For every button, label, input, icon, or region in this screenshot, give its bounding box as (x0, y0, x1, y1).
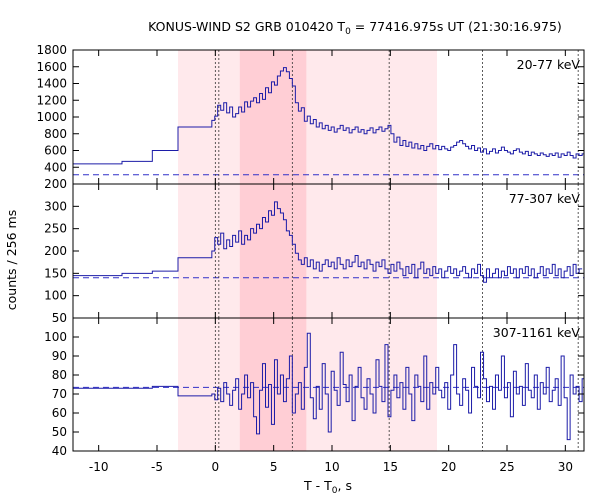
y-tick-label: 90 (52, 349, 67, 363)
y-axis-label: counts / 256 ms (4, 210, 19, 310)
x-tick-label: 15 (383, 460, 398, 474)
y-tick-label: 50 (52, 425, 67, 439)
x-tick-label: 30 (558, 460, 573, 474)
y-tick-label: 40 (52, 444, 67, 458)
panel-frame (72, 317, 585, 452)
y-tick-label: 100 (44, 330, 67, 344)
shaded-region-1 (178, 184, 437, 318)
x-axis-label: T - T0, s (303, 478, 352, 496)
energy-band-label: 20-77 keV (517, 57, 581, 72)
x-tick-label: 20 (441, 460, 456, 474)
y-tick-label: 70 (52, 387, 67, 401)
y-tick-label: 200 (44, 244, 67, 258)
shaded-region-2 (239, 184, 307, 318)
shaded-region-2 (239, 50, 307, 184)
y-tick-label: 600 (44, 144, 67, 158)
chart-title-rest: = 77416.975s UT (21:30:16.975) (351, 19, 562, 34)
x-tick-label: 5 (270, 460, 278, 474)
y-tick-label: 80 (52, 368, 67, 382)
x-tick-label: 25 (499, 460, 514, 474)
light-curve-series-3 (73, 332, 584, 441)
x-tick-label: 0 (212, 460, 220, 474)
panel-1: 200 400 600 800 1000 1200 1400 1600 1800 20-77 ke… (36, 43, 585, 191)
panel-2: 50 100 150 200 250 300 77-307 keV (44, 183, 585, 325)
y-tick-label: 1800 (36, 43, 67, 57)
energy-band-label: 307-1161 keV (493, 325, 581, 340)
x-tick-label: -5 (151, 460, 163, 474)
y-tick-label: 800 (44, 127, 67, 141)
y-tick-label: 400 (44, 160, 67, 174)
chart-title-main: KONUS-WIND S2 GRB 010420 T (148, 19, 345, 34)
y-tick-label: 60 (52, 406, 67, 420)
y-tick-label: 1000 (36, 110, 67, 124)
y-tick-label: 300 (44, 199, 67, 213)
y-tick-label: 50 (52, 311, 67, 325)
energy-band-label: 77-307 keV (509, 191, 581, 206)
y-tick-label: 100 (44, 289, 67, 303)
panel-3: 40 50 60 70 80 90 100 307-1161 keV (44, 317, 585, 458)
shaded-region-2 (239, 318, 307, 451)
y-tick-label: 1200 (36, 93, 67, 107)
x-axis-label-subscript: 0 (332, 486, 338, 496)
y-tick-label: 250 (44, 222, 67, 236)
x-axis-label-rest: , s (338, 478, 352, 493)
y-tick-label: 1400 (36, 77, 67, 91)
x-tick-label: -10 (89, 460, 109, 474)
light-curve-series-1 (73, 67, 584, 165)
chart-title: KONUS-WIND S2 GRB 010420 T0 = 77416.975s… (148, 19, 562, 37)
chart-title-subscript: 0 (345, 27, 351, 37)
y-tick-label: 200 (44, 177, 67, 191)
light-curve-series-2 (73, 201, 583, 283)
y-tick-label: 150 (44, 266, 67, 280)
y-tick-label: 1600 (36, 60, 67, 74)
x-axis-label-main: T - T (303, 478, 332, 493)
x-tick-label: 10 (324, 460, 339, 474)
